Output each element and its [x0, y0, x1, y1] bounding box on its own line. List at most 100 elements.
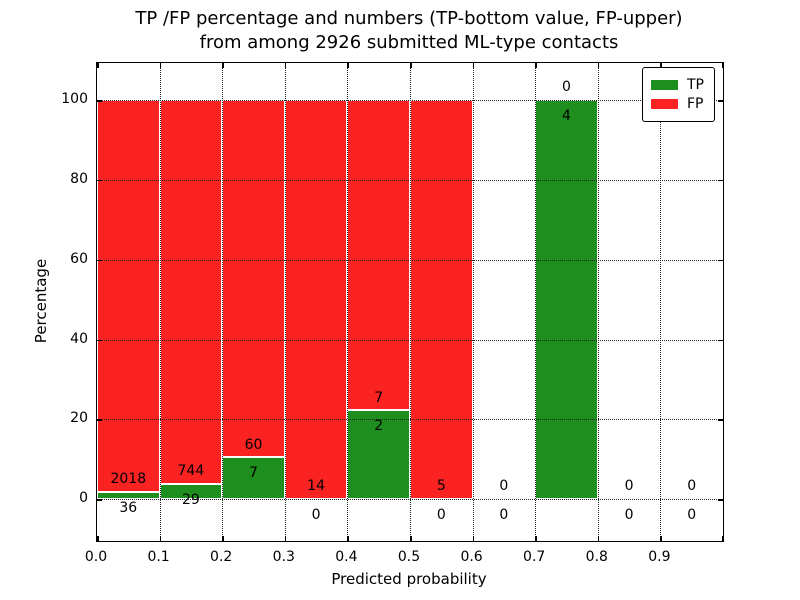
x-tickmark	[284, 536, 287, 541]
gridline-x	[660, 63, 662, 541]
x-tick-label: 0.5	[397, 549, 421, 565]
x-tickmark-top	[597, 63, 600, 68]
y-tick-label: 40	[70, 330, 88, 347]
tp-count-label: 0	[624, 506, 634, 523]
y-tickmark	[97, 419, 102, 421]
y-tick-label: 80	[70, 170, 88, 187]
y-tick-label: 20	[70, 410, 88, 427]
tp-count-label: 7	[249, 464, 258, 481]
x-tickmark	[159, 536, 162, 541]
x-tickmark	[597, 536, 600, 541]
x-tickmark	[721, 536, 723, 541]
tp-count-label: 0	[687, 506, 697, 523]
bar-segment-fp	[159, 100, 223, 485]
fp-count-label: 0	[499, 478, 509, 495]
gridline-x	[410, 63, 411, 541]
y-tick-label: 0	[79, 490, 88, 507]
bar-segment-tp	[97, 492, 160, 500]
x-tickmark	[222, 536, 224, 541]
legend: TP FP	[642, 67, 715, 122]
gridline-x	[535, 63, 537, 541]
gridline-x	[472, 63, 474, 541]
y-tickmark-right	[718, 339, 723, 341]
gridline-x	[284, 63, 286, 541]
chart-title: TP /FP percentage and numbers (TP-bottom…	[96, 7, 722, 55]
x-tickmark-top	[535, 63, 537, 68]
x-tickmark	[660, 536, 662, 541]
y-tickmark-right	[718, 179, 723, 182]
legend-row-tp: TP	[651, 77, 704, 93]
x-tickmark-top	[660, 63, 662, 68]
tp-count-label: 0	[436, 506, 446, 523]
tp-count-label: 4	[562, 107, 571, 124]
x-tickmark	[410, 536, 412, 541]
y-tick-label: 60	[70, 250, 88, 267]
x-tick-label: 0.8	[585, 549, 608, 565]
x-tickmark-top	[721, 63, 723, 68]
y-tickmark	[97, 339, 102, 341]
legend-row-fp: FP	[651, 96, 704, 112]
x-tick-label: 0.2	[210, 549, 233, 565]
x-tickmark-top	[410, 63, 412, 68]
x-tick-label: 0.4	[335, 549, 358, 565]
x-axis-label: Predicted probability	[331, 570, 487, 588]
gridline-x	[159, 63, 161, 541]
y-tickmark	[97, 179, 102, 182]
fp-count-label: 60	[244, 436, 263, 453]
y-tickmark	[97, 259, 102, 262]
bar-segment-fp	[97, 100, 160, 493]
bar-segment-fp	[410, 100, 473, 500]
tp-count-label: 0	[311, 506, 321, 523]
y-tickmark	[97, 100, 102, 102]
x-tick-label: 0.6	[460, 549, 483, 565]
x-tickmark-top	[222, 63, 224, 68]
x-tick-label: 0.0	[84, 549, 108, 565]
y-tickmark-right	[718, 259, 723, 262]
legend-label-fp: FP	[687, 96, 704, 112]
bar-segment-tp	[535, 100, 598, 500]
x-tickmark	[472, 536, 475, 541]
fp-count-label: 5	[436, 478, 446, 495]
x-tickmark-top	[159, 63, 162, 68]
bar-segment-fp	[347, 100, 410, 411]
fp-count-label: 0	[687, 478, 697, 495]
tp-count-label: 0	[499, 506, 509, 523]
x-tick-label: 0.9	[648, 549, 671, 565]
fp-count-label: 744	[177, 463, 205, 480]
chart-title-line1: TP /FP percentage and numbers (TP-bottom…	[135, 8, 683, 29]
x-tickmark	[535, 536, 537, 541]
x-tickmark	[347, 536, 349, 541]
tp-count-label: 2	[374, 417, 384, 434]
y-tickmark-right	[718, 499, 723, 501]
legend-swatch-tp	[651, 80, 678, 90]
legend-swatch-fp	[651, 99, 678, 109]
gridline-x	[597, 63, 599, 541]
fp-count-label: 14	[307, 478, 326, 495]
legend-label-tp: TP	[687, 77, 704, 93]
gridline-x	[347, 63, 349, 541]
bar-segment-tp	[222, 457, 285, 500]
x-tickmark	[97, 536, 99, 541]
tp-count-label: 36	[119, 499, 138, 516]
x-tick-label: 0.1	[147, 549, 170, 565]
y-tick-label: 100	[61, 91, 88, 108]
x-tickmark-top	[347, 63, 349, 68]
fp-count-label: 7	[374, 389, 384, 406]
fp-count-label: 0	[562, 79, 571, 96]
chart-title-line2: from among 2926 submitted ML-type contac…	[199, 32, 619, 53]
tp-count-label: 29	[181, 491, 200, 508]
y-tickmark-right	[718, 100, 723, 102]
fp-count-label: 0	[624, 478, 634, 495]
x-tickmark-top	[284, 63, 287, 68]
x-tick-label: 0.3	[272, 549, 295, 565]
gridline-x	[222, 63, 224, 541]
y-tickmark-right	[718, 419, 723, 421]
y-tickmark	[97, 499, 102, 501]
bar-segment-fp	[222, 100, 285, 458]
x-tick-label: 0.7	[523, 549, 546, 565]
bar-segment-fp	[284, 100, 348, 500]
x-tickmark-top	[472, 63, 475, 68]
plot-area: TP FP 2018 36 744 29 60 7 14 0 7 2 5 0 0 0 0 4 0 0 0 0	[96, 62, 724, 542]
x-tickmark-top	[97, 63, 99, 68]
